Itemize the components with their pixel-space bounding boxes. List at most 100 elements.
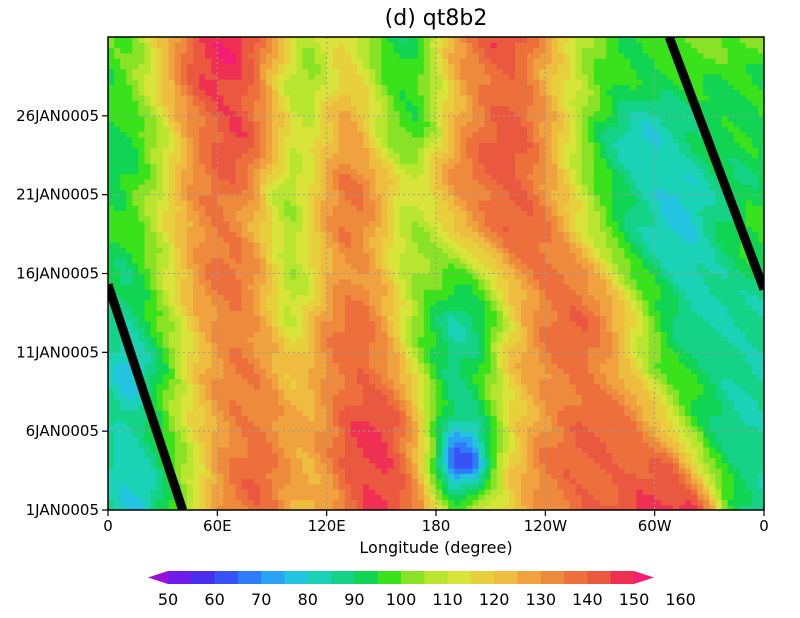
heatmap-cell — [745, 467, 753, 474]
heatmap-cell — [350, 462, 358, 469]
heatmap-cell — [320, 273, 328, 280]
heatmap-cell — [229, 341, 237, 348]
heatmap-cell — [490, 473, 498, 480]
heatmap-cell — [217, 289, 224, 296]
heatmap-cell — [593, 341, 601, 348]
heatmap-cell — [612, 389, 619, 395]
heatmap-cell — [672, 504, 680, 510]
heatmap-cell — [320, 394, 328, 401]
heatmap-cell — [757, 362, 764, 369]
heatmap-cell — [618, 336, 625, 343]
heatmap-cell — [527, 378, 534, 385]
heatmap-cell — [472, 352, 480, 359]
heatmap-cell — [654, 499, 662, 506]
heatmap-cell — [350, 420, 358, 427]
heatmap-cell — [174, 326, 182, 332]
heatmap-cell — [156, 331, 164, 338]
heatmap-cell — [490, 326, 498, 332]
heatmap-cell — [296, 341, 303, 348]
heatmap-cell — [284, 383, 291, 390]
heatmap-cell — [193, 310, 200, 317]
heatmap-cell — [685, 383, 692, 390]
heatmap-cell — [709, 362, 716, 369]
heatmap-cell — [199, 389, 206, 395]
heatmap-cell — [369, 331, 376, 338]
heatmap-cell — [162, 499, 170, 506]
heatmap-cell — [721, 431, 729, 438]
heatmap-cell — [168, 326, 176, 332]
heatmap-cell — [429, 373, 437, 380]
heatmap-cell — [624, 331, 631, 338]
heatmap-cell — [393, 452, 401, 459]
heatmap-cell — [253, 341, 261, 348]
heatmap-cell — [357, 268, 364, 275]
heatmap-cell — [138, 457, 146, 464]
heatmap-cell — [606, 436, 613, 443]
heatmap-cell — [344, 294, 352, 301]
heatmap-cell — [174, 389, 182, 395]
heatmap-cell — [363, 268, 370, 275]
heatmap-cell — [472, 441, 480, 448]
heatmap-cell — [575, 462, 583, 469]
heatmap-cell — [612, 331, 619, 338]
heatmap-cell — [600, 389, 607, 395]
heatmap-cell — [648, 289, 656, 296]
heatmap-cell — [199, 294, 206, 301]
heatmap-cell — [715, 278, 723, 285]
heatmap-cell — [703, 284, 710, 290]
heatmap-cell — [217, 462, 224, 469]
heatmap-cell — [369, 389, 376, 395]
heatmap-cell — [618, 373, 625, 380]
heatmap-cell — [168, 431, 176, 438]
heatmap-cell — [691, 415, 698, 422]
heatmap-cell — [253, 404, 261, 411]
heatmap-cell — [417, 383, 425, 390]
heatmap-cell — [338, 488, 346, 495]
heatmap-cell — [575, 499, 583, 506]
heatmap-cell — [223, 278, 231, 285]
heatmap-cell — [344, 326, 352, 332]
heatmap-cell — [691, 336, 698, 343]
heatmap-cell — [369, 462, 376, 469]
heatmap-cell — [606, 389, 613, 395]
heatmap-cell — [642, 331, 650, 338]
heatmap-cell — [205, 262, 212, 269]
heatmap-cell — [636, 446, 644, 453]
heatmap-cell — [332, 499, 340, 506]
heatmap-cell — [235, 284, 243, 290]
heatmap-cell — [557, 499, 565, 506]
heatmap-cell — [521, 347, 528, 353]
heatmap-cell — [223, 341, 231, 348]
heatmap-cell — [521, 431, 528, 438]
heatmap-cell — [253, 415, 261, 422]
heatmap-cell — [247, 488, 255, 495]
heatmap-cell — [460, 336, 467, 343]
heatmap-cell — [357, 394, 364, 401]
heatmap-cell — [314, 452, 322, 459]
heatmap-cell — [436, 352, 443, 359]
heatmap-cell — [703, 278, 710, 285]
heatmap-cell — [375, 462, 382, 469]
heatmap-cell — [217, 410, 224, 416]
heatmap-cell — [180, 284, 188, 290]
heatmap-cell — [539, 431, 546, 438]
heatmap-cell — [660, 499, 668, 506]
heatmap-cell — [399, 383, 407, 390]
heatmap-cell — [417, 462, 425, 469]
heatmap-cell — [612, 368, 619, 374]
heatmap-cell — [241, 420, 249, 427]
heatmap-cell — [460, 299, 467, 306]
heatmap-cell — [563, 320, 571, 327]
heatmap-cell — [357, 368, 364, 374]
heatmap-cell — [296, 462, 303, 469]
heatmap-cell — [448, 446, 455, 453]
heatmap-cell — [229, 310, 237, 317]
heatmap-cell — [581, 410, 589, 416]
heatmap-cell — [685, 504, 692, 510]
heatmap-cell — [429, 452, 437, 459]
heatmap-cell — [272, 284, 279, 290]
heatmap-cell — [399, 446, 407, 453]
heatmap-cell — [563, 336, 571, 343]
heatmap-cell — [241, 483, 249, 490]
heatmap-cell — [363, 389, 370, 395]
